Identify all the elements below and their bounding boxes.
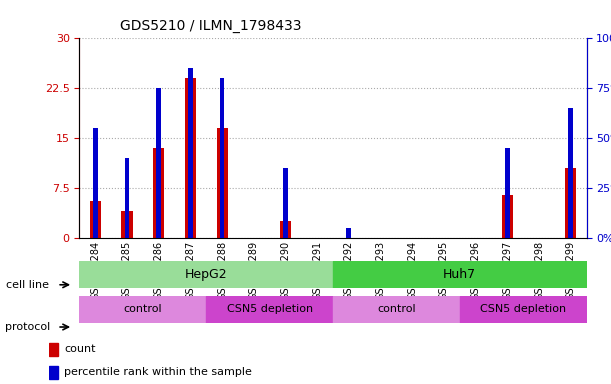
Text: control: control bbox=[377, 304, 415, 314]
Bar bbox=[185, 78, 196, 238]
Bar bbox=[156, 88, 161, 238]
Bar bbox=[220, 78, 224, 238]
Text: CSN5 depletion: CSN5 depletion bbox=[227, 304, 313, 314]
Bar bbox=[502, 195, 513, 238]
Bar bbox=[283, 168, 288, 238]
Bar bbox=[505, 148, 510, 238]
Text: HepG2: HepG2 bbox=[185, 268, 227, 281]
Bar bbox=[216, 128, 228, 238]
FancyBboxPatch shape bbox=[79, 261, 333, 288]
Bar bbox=[188, 68, 192, 238]
Bar bbox=[568, 108, 573, 238]
Text: control: control bbox=[123, 304, 162, 314]
Bar bbox=[49, 366, 58, 379]
FancyBboxPatch shape bbox=[206, 296, 333, 323]
Bar bbox=[93, 128, 98, 238]
Bar bbox=[153, 148, 164, 238]
Text: count: count bbox=[64, 344, 96, 354]
Text: cell line: cell line bbox=[6, 280, 49, 290]
Bar bbox=[90, 202, 101, 238]
Text: CSN5 depletion: CSN5 depletion bbox=[480, 304, 566, 314]
Bar bbox=[122, 212, 133, 238]
Text: GDS5210 / ILMN_1798433: GDS5210 / ILMN_1798433 bbox=[120, 19, 301, 33]
FancyBboxPatch shape bbox=[333, 261, 587, 288]
Bar bbox=[565, 168, 576, 238]
Bar bbox=[125, 158, 130, 238]
FancyBboxPatch shape bbox=[79, 296, 206, 323]
Bar bbox=[49, 343, 58, 356]
Bar bbox=[280, 222, 291, 238]
Text: percentile rank within the sample: percentile rank within the sample bbox=[64, 367, 252, 377]
FancyBboxPatch shape bbox=[459, 296, 587, 323]
FancyBboxPatch shape bbox=[333, 296, 459, 323]
Bar bbox=[346, 228, 351, 238]
Text: protocol: protocol bbox=[5, 322, 51, 332]
Text: Huh7: Huh7 bbox=[443, 268, 477, 281]
